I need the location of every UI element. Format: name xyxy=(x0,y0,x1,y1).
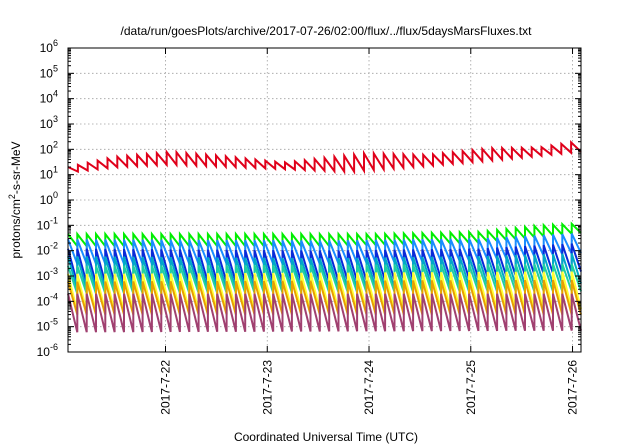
y-tick-base: 10 xyxy=(40,41,54,55)
y-tick-base: 10 xyxy=(40,92,54,106)
y-tick-exponent: 1 xyxy=(53,165,58,175)
y-tick-exponent: -3 xyxy=(50,266,58,276)
x-axis-label: Coordinated Universal Time (UTC) xyxy=(234,430,418,444)
y-tick-exponent: 2 xyxy=(53,139,58,149)
y-tick-base: 10 xyxy=(37,320,51,334)
y-tick-label: 104 xyxy=(40,89,58,106)
ticks xyxy=(68,47,581,353)
y-tick-exponent: -4 xyxy=(50,291,58,301)
y-axis-label-sup: 2 xyxy=(7,194,17,199)
y-tick-exponent: 3 xyxy=(53,114,58,124)
y-tick-label: 10-3 xyxy=(37,266,58,283)
y-tick-base: 10 xyxy=(40,142,54,156)
y-tick-label: 106 xyxy=(40,38,58,55)
y-tick-labels: 10-610-510-410-310-210-11001011021031041… xyxy=(37,38,58,359)
y-tick-label: 10-4 xyxy=(37,291,58,308)
x-tick-label: 2017-7-26 xyxy=(566,360,580,415)
y-tick-base: 10 xyxy=(40,117,54,131)
y-axis-label: protons/cm2-s-sr-MeV xyxy=(7,141,23,258)
y-tick-exponent: 6 xyxy=(53,38,58,48)
y-tick-exponent: 4 xyxy=(53,89,58,99)
series-line-2 xyxy=(67,221,582,250)
y-tick-base: 10 xyxy=(37,244,51,258)
series-group xyxy=(67,139,582,333)
y-tick-label: 10-6 xyxy=(37,342,58,359)
series-line-7 xyxy=(67,271,582,312)
y-tick-base: 10 xyxy=(40,193,54,207)
y-tick-exponent: -1 xyxy=(50,215,58,225)
y-tick-exponent: -5 xyxy=(50,317,58,327)
y-tick-exponent: 0 xyxy=(53,190,58,200)
y-tick-exponent: -6 xyxy=(50,342,58,352)
x-tick-label: 2017-7-25 xyxy=(464,360,478,415)
series-line-6 xyxy=(67,263,582,295)
series-line-9 xyxy=(67,293,582,333)
y-tick-label: 103 xyxy=(40,114,58,131)
y-axis-label-pre: protons/cm xyxy=(9,199,23,258)
series-line-4 xyxy=(67,243,582,284)
y-axis-label-post: -s-sr-MeV xyxy=(9,141,23,194)
y-tick-base: 10 xyxy=(40,168,54,182)
y-tick-label: 10-2 xyxy=(37,241,58,258)
series-line-1 xyxy=(67,139,582,175)
y-tick-label: 10-1 xyxy=(37,215,58,232)
chart-title: /data/run/goesPlots/archive/2017-07-26/0… xyxy=(121,24,533,38)
y-tick-exponent: 5 xyxy=(53,63,58,73)
x-tick-label: 2017-7-22 xyxy=(159,360,173,415)
series-line-5 xyxy=(67,253,582,290)
y-tick-base: 10 xyxy=(37,345,51,359)
y-tick-label: 101 xyxy=(40,165,58,182)
y-tick-base: 10 xyxy=(37,294,51,308)
series-line-8 xyxy=(67,279,582,315)
y-tick-label: 102 xyxy=(40,139,58,156)
x-tick-labels: 2017-7-22 2017-7-23 2017-7-24 2017-7-25 2017… xyxy=(159,360,580,415)
y-tick-exponent: -2 xyxy=(50,241,58,251)
y-tick-label: 100 xyxy=(40,190,58,207)
y-tick-base: 10 xyxy=(40,66,54,80)
y-tick-base: 10 xyxy=(37,218,51,232)
y-tick-label: 105 xyxy=(40,63,58,80)
x-tick-label: 2017-7-24 xyxy=(362,360,376,415)
series-line-3 xyxy=(67,233,582,265)
y-tick-base: 10 xyxy=(37,269,51,283)
x-tick-label: 2017-7-23 xyxy=(260,360,274,415)
y-tick-label: 10-5 xyxy=(37,317,58,334)
